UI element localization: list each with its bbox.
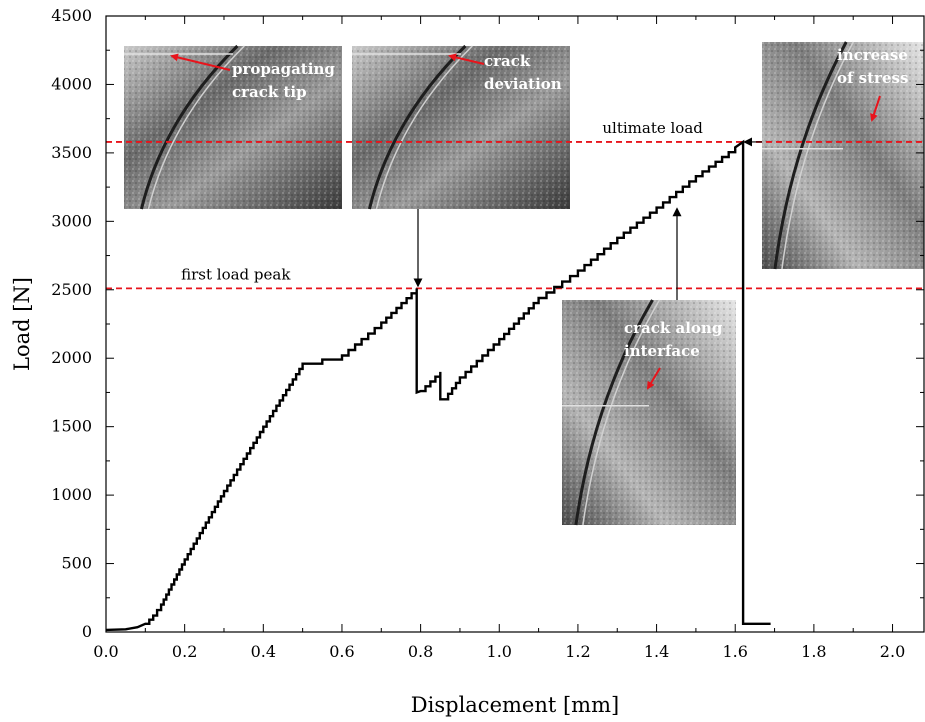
y-tick-label: 2500 (51, 280, 92, 299)
specimen-edge (773, 41, 848, 270)
reference-lines: first load peak ultimate load (106, 119, 924, 290)
red-pointer-arrow (870, 95, 881, 122)
y-tick-label: 0 (82, 622, 92, 641)
specimen-edge-highlight (147, 45, 245, 210)
specimen-edge-highlight (582, 299, 661, 526)
photo-inset: crack deviation (352, 44, 570, 210)
photo-inset: increase of stress (762, 41, 924, 270)
inset-photo-texture (762, 42, 924, 269)
x-tick-label: 0.2 (172, 642, 197, 661)
x-tick-label: 1.8 (801, 642, 826, 661)
inset-annotation-label: crack along (624, 319, 723, 337)
red-pointer-arrow (646, 367, 661, 390)
specimen-edge (574, 299, 654, 526)
y-axis-title: Load [N] (10, 277, 34, 371)
x-tick-label: 1.4 (644, 642, 669, 661)
annotation-connectors (413, 137, 762, 300)
x-tick-label: 0.6 (329, 642, 354, 661)
y-tick-label: 500 (61, 554, 92, 573)
load-displacement-curve (105, 139, 771, 632)
y-tick-label: 2000 (51, 348, 92, 367)
y-tick-label: 1500 (51, 417, 92, 436)
specimen-edge (139, 44, 239, 210)
reference-line-label: ultimate load (602, 119, 703, 137)
photo-inset: propagating crack tip (124, 44, 342, 210)
inset-annotation-label: interface (624, 342, 700, 360)
inset-annotation-label: increase (837, 46, 908, 64)
axes: 0.0 0.2 0.4 0.6 0.8 1.0 1.2 1.4 1.6 1.8 2.0 0 500 100… (10, 6, 925, 717)
inset-annotation-label: deviation (484, 75, 562, 93)
y-tick-label: 3500 (51, 143, 92, 162)
y-tick-label: 1000 (51, 485, 92, 504)
inset-photo-texture (352, 46, 570, 209)
red-pointer-arrow (448, 53, 485, 65)
x-tick-label: 1.6 (723, 642, 748, 661)
inset-annotation-label: crack tip (232, 83, 307, 101)
specimen-edge-highlight (375, 45, 473, 210)
y-tick-label: 3000 (51, 211, 92, 230)
inset-annotation-label: propagating (232, 60, 335, 78)
inset-annotation-label: crack (484, 52, 531, 70)
red-pointer-arrow (170, 53, 231, 71)
x-tick-label: 1.0 (487, 642, 512, 661)
y-tick-label: 4500 (51, 6, 92, 25)
inset-photo-texture (124, 46, 342, 209)
inset-photo-texture (562, 300, 736, 525)
reference-line-label: first load peak (181, 265, 291, 283)
y-tick-label: 4000 (51, 74, 92, 93)
x-tick-label: 2.0 (880, 642, 905, 661)
x-tick-label: 0.8 (408, 642, 433, 661)
photo-inset: crack along interface (562, 299, 736, 526)
specimen-edge (367, 44, 467, 210)
x-tick-label: 1.2 (565, 642, 590, 661)
x-tick-label: 0.4 (251, 642, 276, 661)
specimen-edge-highlight (781, 41, 854, 270)
x-axis-title: Displacement [mm] (411, 693, 619, 717)
inset-annotation-label: of stress (837, 69, 908, 87)
series-layer (105, 139, 771, 632)
x-tick-label: 0.0 (93, 642, 118, 661)
